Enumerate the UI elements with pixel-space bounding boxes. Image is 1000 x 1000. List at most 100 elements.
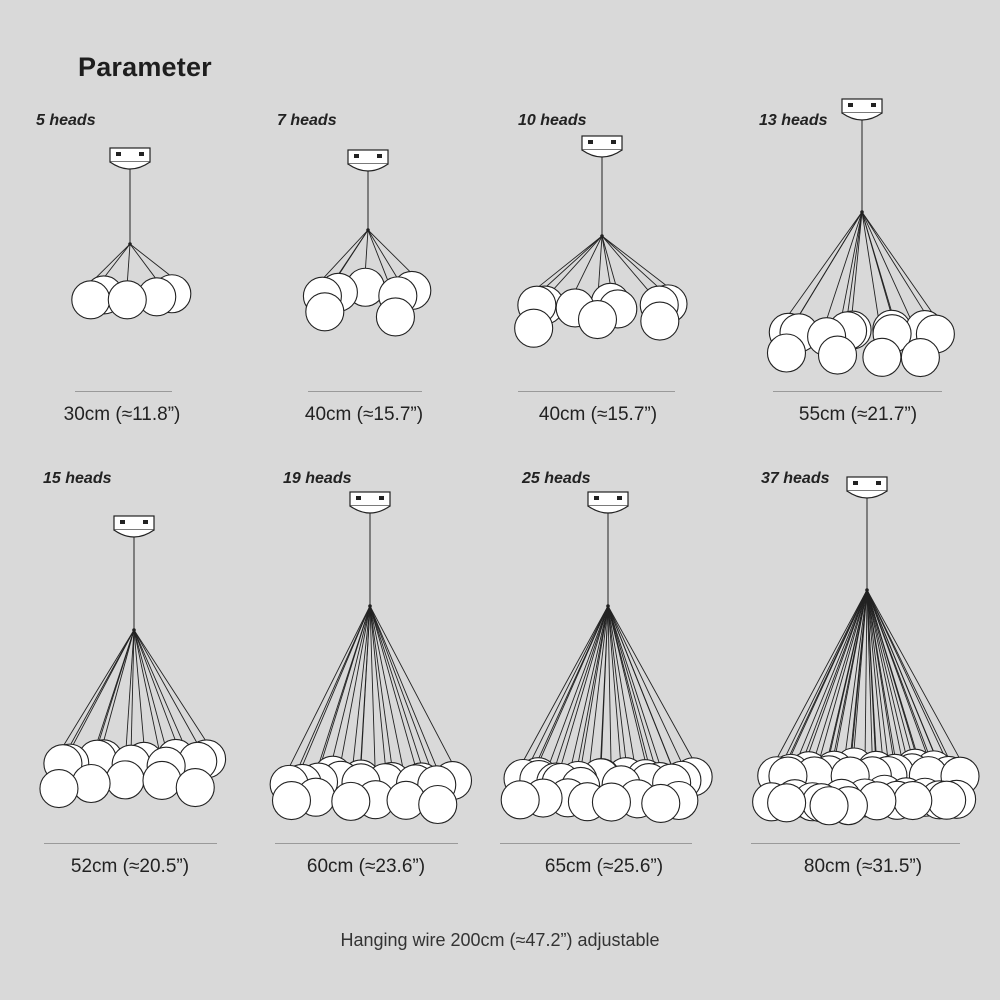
globe-cord — [522, 605, 609, 762]
globe-cord — [367, 229, 399, 280]
diameter-label: 52cm (≈20.5”) — [70, 856, 190, 877]
globe-cord — [601, 235, 611, 286]
heads-label: 7 heads — [277, 112, 337, 129]
globe-cord — [369, 605, 453, 764]
diameter-label: 80cm (≈31.5”) — [803, 856, 923, 877]
glass-globe — [577, 299, 618, 340]
globe-cord — [133, 629, 145, 745]
globe-cord — [607, 605, 639, 782]
globe-cord — [607, 605, 612, 786]
globe-cord — [607, 605, 622, 768]
globe-cord — [519, 605, 609, 784]
globe-cord — [369, 605, 376, 783]
heads-label: 37 heads — [761, 470, 830, 487]
globe-cord — [607, 605, 694, 761]
dimension-line — [75, 391, 172, 392]
globe-cord — [567, 605, 609, 781]
globe-cord — [130, 629, 135, 748]
heads-label: 25 heads — [522, 470, 591, 487]
globe-cord — [574, 235, 603, 292]
dimension-line — [518, 391, 675, 392]
heads-label: 19 heads — [283, 470, 352, 487]
globe-cord — [607, 605, 683, 764]
page-title: Parameter — [78, 52, 212, 82]
globe-cord — [866, 589, 885, 778]
globe-cord — [866, 589, 914, 784]
globe-cord — [607, 605, 661, 765]
ceiling-canopy-icon — [841, 98, 883, 121]
glass-globe — [766, 333, 807, 373]
globe-cord — [367, 229, 413, 274]
glass-globe — [767, 783, 807, 823]
globe-cord — [129, 243, 158, 281]
globe-cord — [544, 235, 603, 289]
globe-cord — [369, 605, 386, 766]
globe-cord — [90, 243, 131, 284]
globe-cord — [861, 211, 936, 318]
dimension-line — [44, 843, 217, 844]
globe-cord — [580, 605, 609, 770]
globe-cord — [847, 211, 863, 314]
globe-cord — [607, 605, 627, 760]
diameter-label: 40cm (≈15.7”) — [304, 404, 424, 425]
globe-cord — [332, 605, 371, 759]
dimension-line — [500, 843, 692, 844]
ceiling-canopy-icon — [349, 491, 391, 514]
globe-cord — [536, 235, 603, 289]
globe-cord — [369, 605, 422, 766]
globe-cord — [538, 605, 609, 763]
globe-cord — [133, 629, 177, 742]
globe-cord — [322, 229, 369, 280]
globe-cord — [866, 589, 907, 780]
glass-globe — [817, 335, 858, 375]
glass-globe — [591, 782, 631, 822]
globe-cord — [133, 629, 199, 745]
globe-cord — [126, 243, 131, 283]
globe-cord — [360, 605, 371, 766]
globe-cord — [369, 605, 439, 788]
globe-cord — [124, 629, 135, 763]
hanging-wire-note: Hanging wire 200cm (≈47.2”) adjustable — [340, 930, 660, 950]
glass-globe — [271, 781, 312, 821]
globe-cord — [350, 605, 371, 785]
ceiling-canopy-icon — [347, 149, 389, 172]
glass-globe — [500, 780, 540, 820]
glass-globe — [893, 781, 933, 821]
globe-cord — [808, 589, 868, 754]
globe-cord — [601, 235, 669, 288]
globe-cord — [103, 243, 131, 279]
globe-cord — [851, 211, 863, 314]
dimension-line — [751, 843, 960, 844]
globe-cord — [866, 589, 898, 784]
globe-cord — [866, 589, 958, 783]
globe-cord — [340, 605, 371, 764]
globe-cord — [62, 629, 135, 747]
globe-cord — [607, 605, 662, 787]
globe-cord — [364, 229, 369, 271]
globe-cord — [866, 589, 913, 756]
glass-globe — [305, 292, 345, 332]
globe-cord — [861, 211, 926, 313]
globe-cord — [771, 589, 868, 786]
globe-cord — [369, 605, 438, 768]
glass-globe — [175, 767, 215, 808]
globe-cord — [794, 589, 868, 782]
glass-globe — [640, 301, 680, 341]
globe-cord — [787, 211, 863, 316]
globe-cord — [288, 605, 371, 768]
globe-cord — [542, 605, 609, 782]
globe-cord — [607, 605, 680, 784]
diameter-label: 40cm (≈15.7”) — [538, 404, 658, 425]
